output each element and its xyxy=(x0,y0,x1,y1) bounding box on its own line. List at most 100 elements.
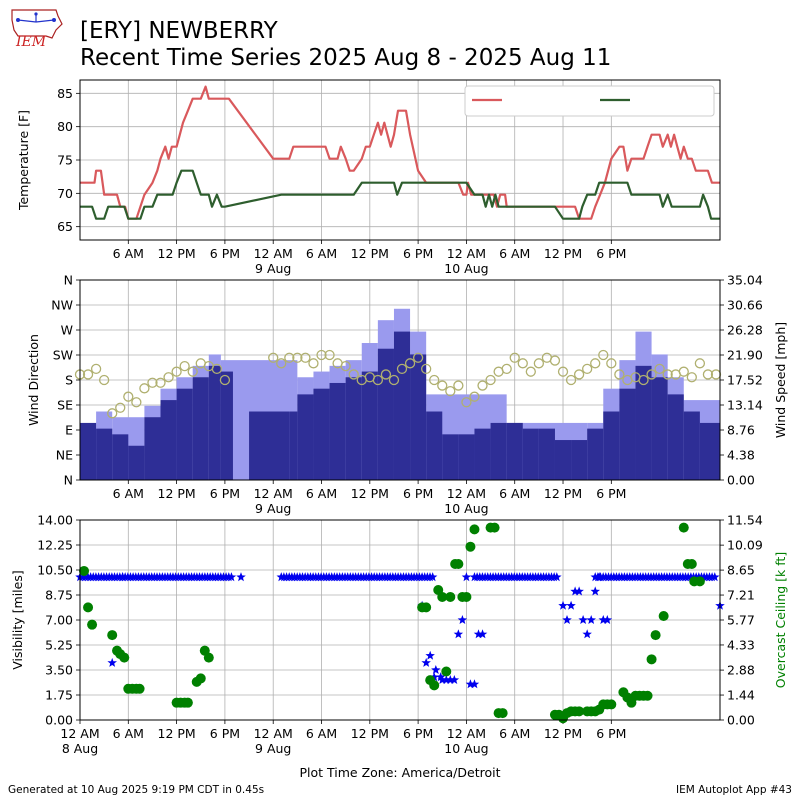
y-tick-label: 85 xyxy=(57,86,73,101)
wind-direction-point xyxy=(131,397,142,408)
wind-direction-point xyxy=(453,380,464,391)
bar xyxy=(112,434,129,480)
y2-tick-label: 8.65 xyxy=(727,563,755,578)
wind-direction-point xyxy=(485,374,496,386)
y-tick-label: N xyxy=(64,473,73,488)
y2-axis-label: Overcast Ceiling [k ft] xyxy=(773,552,788,688)
wind-direction-point xyxy=(694,358,706,369)
y2-axis-label: Wind Speed [mph] xyxy=(773,322,788,438)
visibility-point xyxy=(558,600,568,610)
ceiling-point xyxy=(642,690,653,701)
wind-direction-point xyxy=(139,383,150,394)
wind-direction-point xyxy=(107,408,118,419)
x-tick-label: 6 PM xyxy=(403,486,433,501)
wind-direction-point xyxy=(678,366,689,377)
bar xyxy=(192,377,209,480)
bar xyxy=(377,348,394,480)
y-axis-label: Temperature [F] xyxy=(16,110,31,211)
wind-direction-point xyxy=(380,369,392,380)
wind-direction-point xyxy=(396,363,408,375)
wind-direction-point xyxy=(82,369,94,380)
ceiling-point xyxy=(453,559,464,570)
wind-direction-point xyxy=(461,397,472,408)
visibility-point xyxy=(578,615,588,624)
wind-direction-point xyxy=(654,363,665,375)
ceiling-point xyxy=(441,666,452,677)
visibility-point xyxy=(469,679,480,689)
bar xyxy=(144,417,161,480)
visibility-point xyxy=(435,672,446,682)
y-tick-label: 5.25 xyxy=(45,638,73,653)
wind-direction-point xyxy=(501,363,512,375)
visibility-point xyxy=(441,675,451,684)
wind-direction-point xyxy=(525,366,536,377)
x-tick-label: 12 PM xyxy=(158,246,196,261)
x-tick-label: 6 AM xyxy=(113,246,144,261)
footer-generated: Generated at 10 Aug 2025 9:19 PM CDT in … xyxy=(8,784,265,796)
wind-direction-point xyxy=(211,363,223,375)
wind-axes xyxy=(79,279,721,481)
wind-direction-point xyxy=(662,369,673,380)
ceiling-point xyxy=(678,522,689,533)
visibility-point xyxy=(429,672,439,682)
ceiling-point xyxy=(606,699,617,710)
x-tick-label: 12 PM xyxy=(158,486,196,501)
y-tick-label: 0.00 xyxy=(45,713,73,728)
visibility-point xyxy=(477,629,488,639)
ceiling-point xyxy=(497,708,508,719)
x-tick-label: 12 PM xyxy=(544,726,582,741)
wind-direction-point xyxy=(477,380,488,391)
x-tick-label: 12 AM xyxy=(254,486,293,501)
y-tick-label: SE xyxy=(57,398,73,413)
x-tick-label: 6 PM xyxy=(210,726,240,741)
visibility-point xyxy=(552,572,562,582)
wind-direction-point xyxy=(187,366,198,377)
ceiling-point xyxy=(646,654,657,665)
visibility-point xyxy=(602,615,613,624)
y-tick-label: W xyxy=(61,323,73,338)
visibility-point xyxy=(236,572,246,582)
visibility-point xyxy=(117,572,128,582)
wind-direction-point xyxy=(638,374,649,386)
visibility-point xyxy=(449,675,460,684)
y2-tick-label: 35.04 xyxy=(727,273,763,288)
visibility-point xyxy=(574,586,584,596)
x-tick-label: 6 AM xyxy=(499,726,530,741)
page-title: [ERY] NEWBERRY xyxy=(80,18,278,44)
ceiling-point xyxy=(694,576,705,587)
y-tick-label: 75 xyxy=(57,153,73,168)
wind-direction-point xyxy=(300,352,311,363)
y2-tick-label: 4.38 xyxy=(727,448,755,463)
wind-direction-point xyxy=(404,358,416,369)
page-subtitle: Recent Time Series 2025 Aug 8 - 2025 Aug… xyxy=(80,45,612,71)
x-tick-label: 6 PM xyxy=(596,726,626,741)
wind-direction-point xyxy=(590,358,601,369)
wind-direction-point xyxy=(284,352,295,363)
bar xyxy=(176,388,193,480)
ceiling-point xyxy=(83,602,94,613)
bar xyxy=(393,331,411,480)
visibility-point xyxy=(465,679,476,689)
wind-direction-point xyxy=(557,366,569,377)
wind-direction-point xyxy=(702,369,714,380)
visibility-point xyxy=(586,615,596,624)
wind-direction-point xyxy=(573,369,585,380)
ceiling-point xyxy=(686,559,697,570)
y2-tick-label: 7.21 xyxy=(727,588,755,603)
y-tick-label: 10.50 xyxy=(37,563,73,578)
bar xyxy=(345,377,362,480)
y-tick-label: 65 xyxy=(57,219,73,234)
x-tick-label: 6 AM xyxy=(499,246,530,261)
visibility-point xyxy=(457,615,468,624)
ceiling-point xyxy=(469,524,480,535)
visibility-axes xyxy=(79,519,721,721)
bar xyxy=(96,428,113,480)
x-tick-label: 6 PM xyxy=(403,726,433,741)
wind-direction-point xyxy=(509,352,520,363)
bar xyxy=(289,411,298,480)
y2-tick-label: 21.90 xyxy=(727,348,763,363)
iem-logo: IEM xyxy=(6,6,66,54)
y2-tick-label: 4.33 xyxy=(727,637,755,652)
visibility-point xyxy=(710,572,720,582)
